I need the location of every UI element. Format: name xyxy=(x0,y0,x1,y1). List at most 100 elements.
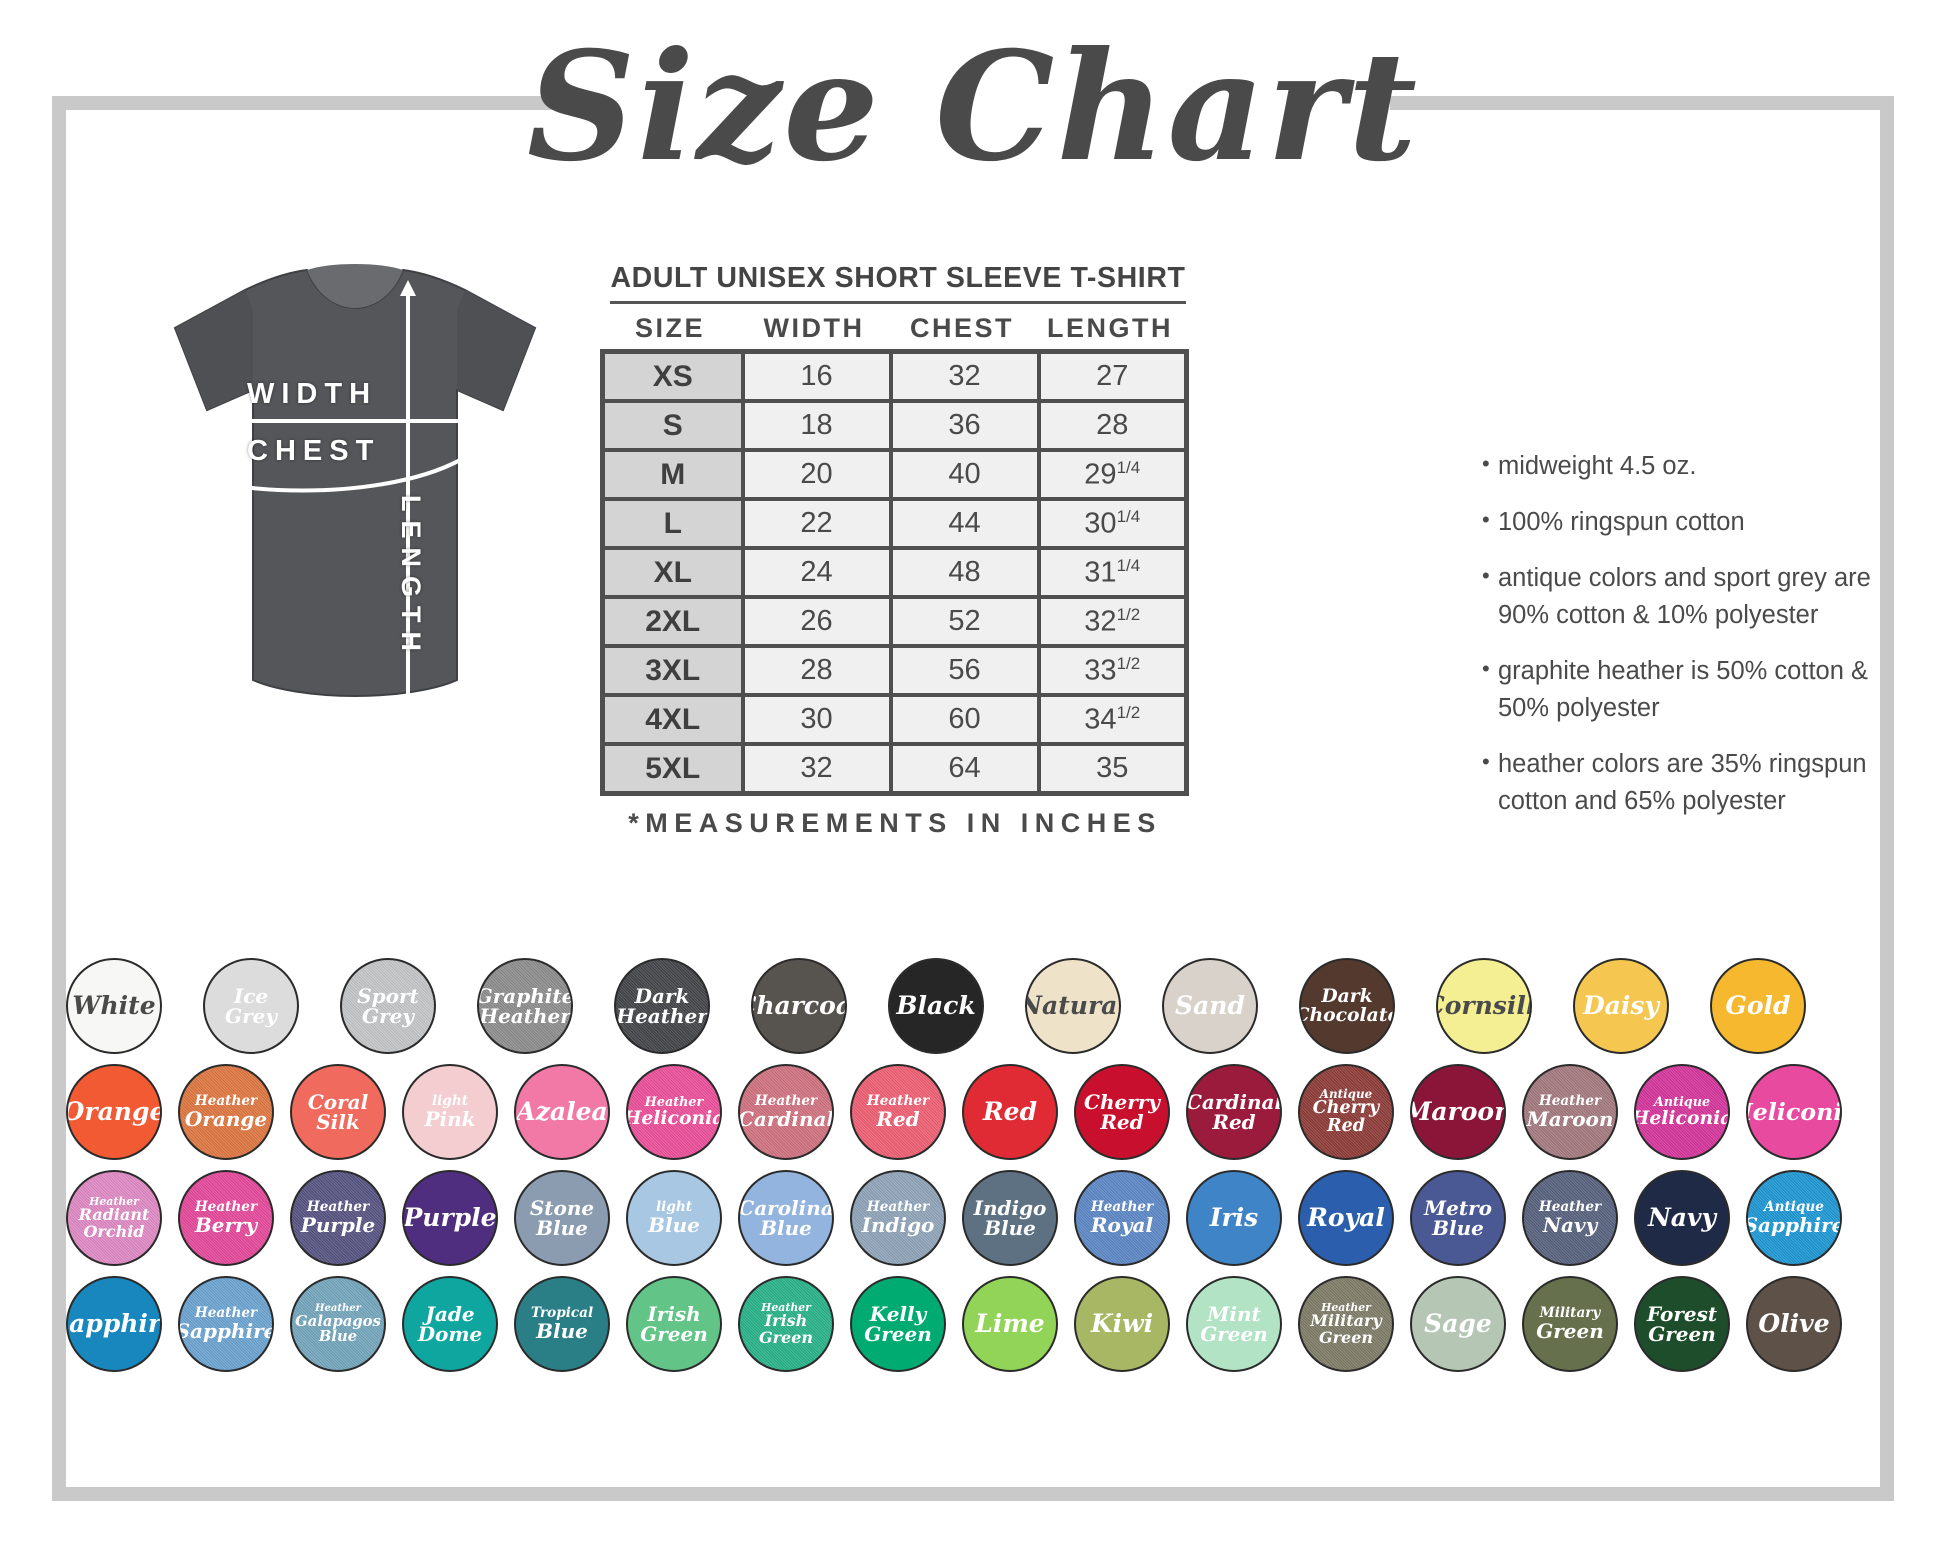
color-swatch-mint-green[interactable]: Mint Green xyxy=(1186,1276,1282,1372)
color-swatch-coral-silk[interactable]: Coral Silk xyxy=(290,1064,386,1160)
color-swatch-label-line: Olive xyxy=(1758,1309,1830,1339)
color-swatch-heather-heliconia[interactable]: Heather Heliconia xyxy=(626,1064,722,1160)
color-swatch-label: Red xyxy=(978,1099,1042,1125)
color-swatch-jade-dome[interactable]: Jade Dome xyxy=(402,1276,498,1372)
color-swatch-label: Gold xyxy=(1720,993,1795,1019)
color-swatch-royal[interactable]: Royal xyxy=(1298,1170,1394,1266)
color-swatch-heather-royal[interactable]: Heather Royal xyxy=(1074,1170,1170,1266)
color-swatch-sport-grey[interactable]: Sport Grey xyxy=(340,958,436,1054)
color-swatch-label: Heather Radiant Orchid xyxy=(74,1196,155,1240)
color-swatch-label: Kelly Green xyxy=(859,1303,937,1344)
color-swatch-label: Cornsilk xyxy=(1438,993,1530,1019)
color-swatch-label-line: Maroon xyxy=(1412,1097,1504,1127)
color-swatch-heather-red[interactable]: Heather Red xyxy=(850,1064,946,1160)
color-swatch-cardinal-red[interactable]: Cardinal Red xyxy=(1186,1064,1282,1160)
color-swatch-heather-irish-green[interactable]: Heather Irish Green xyxy=(738,1276,834,1372)
color-swatch-heather-sapphire[interactable]: Heather Sapphire xyxy=(178,1276,274,1372)
color-swatch-natural[interactable]: Natural xyxy=(1025,958,1121,1054)
color-swatch-label-line: Natural xyxy=(1027,991,1119,1021)
color-swatch-label-line: Heather xyxy=(1321,1301,1371,1315)
color-swatch-cornsilk[interactable]: Cornsilk xyxy=(1436,958,1532,1054)
color-swatch-heather-radiant-orchid[interactable]: Heather Radiant Orchid xyxy=(66,1170,162,1266)
color-swatch-label-line: Green xyxy=(640,1322,708,1346)
frame-title-notch xyxy=(560,60,1390,190)
color-swatch-heather-berry[interactable]: Heather Berry xyxy=(178,1170,274,1266)
cell-length: 28 xyxy=(1036,399,1189,452)
color-swatch-label-line: Galapagos xyxy=(295,1313,381,1331)
color-swatch-label: Olive xyxy=(1753,1311,1834,1337)
color-swatch-ice-grey[interactable]: Ice Grey xyxy=(203,958,299,1054)
color-swatch-label: Jade Dome xyxy=(413,1303,488,1344)
color-swatch-row: Heather Radiant Orchid Heather Berry Heather P… xyxy=(66,1170,1882,1266)
color-swatch-antique-sapphire[interactable]: Antique Sapphire xyxy=(1746,1170,1842,1266)
color-swatch-lime[interactable]: Lime xyxy=(962,1276,1058,1372)
color-swatch-forest-green[interactable]: Forest Green xyxy=(1634,1276,1730,1372)
color-swatch-label: Heather Maroon xyxy=(1524,1094,1616,1129)
color-swatch-antique-heliconia[interactable]: Antique Heliconia xyxy=(1634,1064,1730,1160)
color-swatch-light-pink[interactable]: light Pink xyxy=(402,1064,498,1160)
color-swatch-heather-military-green[interactable]: Heather Military Green xyxy=(1298,1276,1394,1372)
color-swatch-white[interactable]: White xyxy=(66,958,162,1054)
color-swatch-antique-cherry-red[interactable]: Antique Cherry Red xyxy=(1298,1064,1394,1160)
color-swatch-carolina-blue[interactable]: Carolina Blue xyxy=(738,1170,834,1266)
color-swatch-label: Antique Cherry Red xyxy=(1300,1088,1392,1136)
color-swatch-label-line: Heather xyxy=(644,1094,704,1110)
color-swatch-iris[interactable]: Iris xyxy=(1186,1170,1282,1266)
color-swatch-cherry-red[interactable]: Cherry Red xyxy=(1074,1064,1170,1160)
color-swatch-military-green[interactable]: Military Green xyxy=(1522,1276,1618,1372)
color-swatch-label-line: Heather xyxy=(194,1198,258,1215)
color-swatch-row: White Ice Grey Sport Grey Graphite Heather Dark… xyxy=(66,958,1882,1054)
color-swatch-row: Orange Heather Orange Coral Silk light Pink Aza… xyxy=(66,1064,1882,1160)
color-swatch-irish-green[interactable]: Irish Green xyxy=(626,1276,722,1372)
color-swatch-label: Azalea xyxy=(516,1099,608,1125)
color-swatch-maroon[interactable]: Maroon xyxy=(1410,1064,1506,1160)
color-swatch-navy[interactable]: Navy xyxy=(1634,1170,1730,1266)
color-swatch-olive[interactable]: Olive xyxy=(1746,1276,1842,1372)
color-swatch-heather-maroon[interactable]: Heather Maroon xyxy=(1522,1064,1618,1160)
color-swatch-black[interactable]: Black xyxy=(888,958,984,1054)
color-swatch-label-line: Navy xyxy=(1647,1203,1717,1233)
color-swatch-orange[interactable]: Orange xyxy=(66,1064,162,1160)
color-swatch-sapphire[interactable]: Sapphire xyxy=(66,1276,162,1372)
color-swatch-light-blue[interactable]: light Blue xyxy=(626,1170,722,1266)
color-swatch-daisy[interactable]: Daisy xyxy=(1573,958,1669,1054)
color-swatch-label-line: Sapphire xyxy=(1746,1212,1842,1237)
color-swatch-dark-chocolate[interactable]: Dark Chocolate xyxy=(1299,958,1395,1054)
color-swatch-label: Dark Chocolate xyxy=(1301,986,1393,1025)
color-swatch-purple[interactable]: Purple xyxy=(402,1170,498,1266)
color-swatch-label-line: Iris xyxy=(1209,1203,1259,1233)
color-swatch-metro-blue[interactable]: Metro Blue xyxy=(1410,1170,1506,1266)
color-swatch-heather-navy[interactable]: Heather Navy xyxy=(1522,1170,1618,1266)
cell-length: 341/2 xyxy=(1036,693,1189,746)
fabric-detail-text: 100% ringspun cotton xyxy=(1498,507,1745,536)
color-swatch-charcoal[interactable]: Charcoal xyxy=(751,958,847,1054)
color-swatch-kelly-green[interactable]: Kelly Green xyxy=(850,1276,946,1372)
color-swatch-heliconia[interactable]: Heliconia xyxy=(1746,1064,1842,1160)
cell-length: 301/4 xyxy=(1036,497,1189,550)
color-swatch-heather-galapagos-blue[interactable]: Heather Galapagos Blue xyxy=(290,1276,386,1372)
color-swatch-label: Daisy xyxy=(1578,993,1664,1019)
color-swatch-label: Lime xyxy=(970,1311,1049,1337)
color-swatch-gold[interactable]: Gold xyxy=(1710,958,1806,1054)
color-swatch-label: Forest Green xyxy=(1642,1303,1722,1344)
color-swatch-azalea[interactable]: Azalea xyxy=(514,1064,610,1160)
color-swatch-heather-orange[interactable]: Heather Orange xyxy=(178,1064,274,1160)
color-swatch-red[interactable]: Red xyxy=(962,1064,1058,1160)
color-swatch-graphite-heather[interactable]: Graphite Heather xyxy=(477,958,573,1054)
color-swatch-sage[interactable]: Sage xyxy=(1410,1276,1506,1372)
color-swatch-label-line: Black xyxy=(896,991,976,1021)
color-swatch-heather-cardinal[interactable]: Heather Cardinal xyxy=(738,1064,834,1160)
color-swatch-kiwi[interactable]: Kiwi xyxy=(1074,1276,1170,1372)
measurement-units-note: *MEASUREMENTS IN INCHES xyxy=(628,808,1162,838)
color-swatch-indigo-blue[interactable]: Indigo Blue xyxy=(962,1170,1058,1266)
color-swatch-heather-purple[interactable]: Heather Purple xyxy=(290,1170,386,1266)
color-swatch-label-line: Cardinal xyxy=(738,1106,834,1131)
chest-arrow xyxy=(127,450,479,493)
width-arrow xyxy=(135,413,475,429)
color-swatch-dark-heather[interactable]: Dark Heather xyxy=(614,958,710,1054)
color-swatch-sand[interactable]: Sand xyxy=(1162,958,1258,1054)
table-title: ADULT UNISEX SHORT SLEEVE T-SHIRT xyxy=(610,262,1186,304)
color-swatch-heather-indigo[interactable]: Heather Indigo xyxy=(850,1170,946,1266)
color-swatch-tropical-blue[interactable]: Tropical Blue xyxy=(514,1276,610,1372)
color-swatch-stone-blue[interactable]: Stone Blue xyxy=(514,1170,610,1266)
